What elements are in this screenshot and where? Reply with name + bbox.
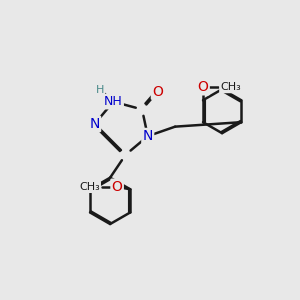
Text: NH: NH: [104, 95, 123, 108]
Text: N: N: [89, 117, 100, 131]
Text: H: H: [96, 85, 104, 95]
Text: O: O: [112, 180, 123, 194]
Text: O: O: [198, 80, 208, 94]
Text: CH₃: CH₃: [220, 82, 241, 92]
Text: CH₃: CH₃: [79, 182, 100, 192]
Text: O: O: [152, 85, 163, 99]
Text: N: N: [142, 129, 153, 143]
